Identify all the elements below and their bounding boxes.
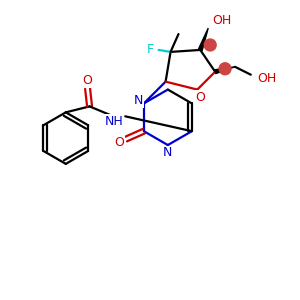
Text: O: O	[114, 136, 124, 148]
Text: N: N	[163, 146, 172, 160]
Text: NH: NH	[105, 115, 124, 128]
Circle shape	[204, 39, 216, 51]
Polygon shape	[215, 67, 235, 74]
Polygon shape	[198, 28, 208, 51]
Text: O: O	[82, 74, 92, 87]
Text: O: O	[195, 91, 205, 104]
Text: F: F	[147, 44, 154, 56]
Circle shape	[219, 63, 231, 75]
Text: OH: OH	[212, 14, 232, 27]
Text: N: N	[134, 94, 143, 107]
Text: OH: OH	[257, 72, 276, 85]
